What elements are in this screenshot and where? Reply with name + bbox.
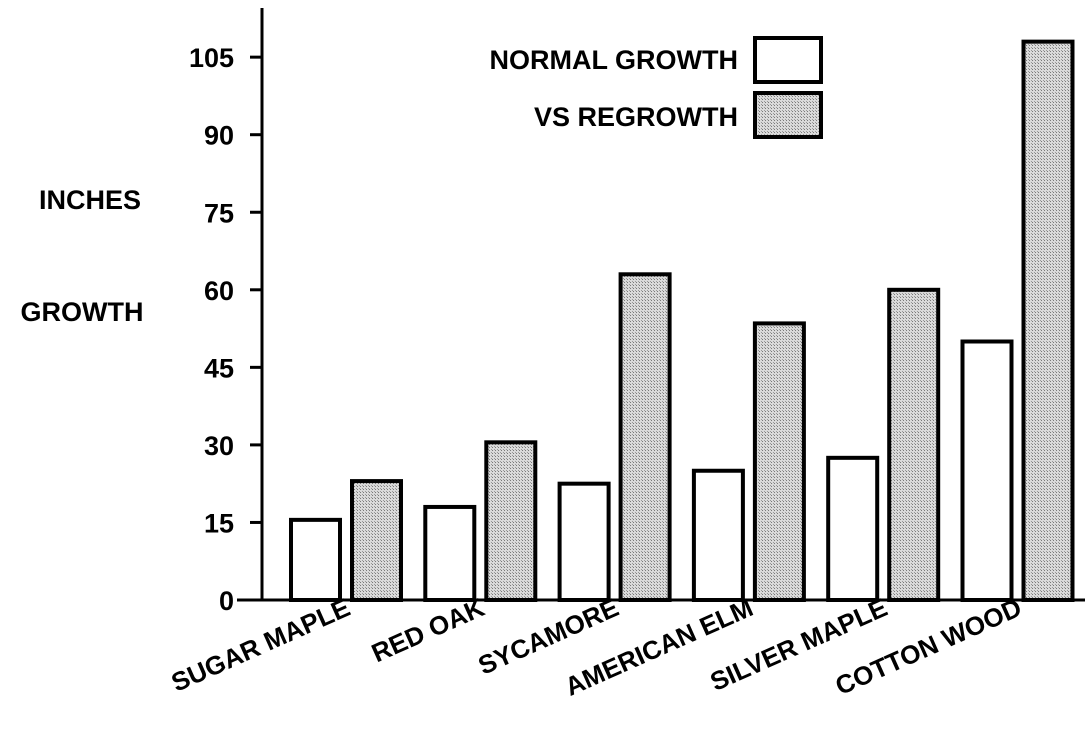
bar-sugar-maple-normal-growth [289, 517, 342, 602]
x-tick-label-sugar-maple: SUGAR MAPLE [167, 592, 355, 698]
y-axis-title-line-2: GROWTH [21, 297, 144, 327]
legend-swatch-vs-regrowth [753, 91, 823, 139]
y-tick-label: 0 [219, 586, 234, 616]
bar-sycamore-normal-growth [557, 481, 611, 602]
bar-red-oak-normal-growth [423, 504, 477, 602]
bars [289, 39, 1075, 603]
bar-sycamore-vs-regrowth [618, 272, 672, 602]
y-tick-label: 60 [204, 276, 234, 306]
y-tick-label: 30 [204, 431, 234, 461]
y-tick-label: 45 [204, 353, 234, 383]
y-ticks: 0 15 30 45 60 75 90 105 [189, 43, 262, 616]
y-axis-title-line-1: INCHES [39, 185, 141, 215]
legend-label-normal-growth: NORMAL GROWTH [490, 45, 738, 75]
bar-silver-maple-normal-growth [826, 455, 880, 603]
legend: NORMAL GROWTH VS REGROWTH [490, 36, 823, 139]
bar-silver-maple-vs-regrowth [887, 287, 941, 602]
bar-sugar-maple-vs-regrowth [350, 479, 403, 602]
bar-american-elm-vs-regrowth [752, 321, 806, 602]
legend-swatch-normal-growth [753, 36, 823, 84]
bar-red-oak-vs-regrowth [484, 440, 538, 602]
bar-cotton-wood-normal-growth [960, 339, 1014, 602]
y-tick-label: 105 [189, 43, 234, 73]
bar-cotton-wood-vs-regrowth [1021, 39, 1075, 602]
x-tick-label-red-oak: RED OAK [367, 592, 489, 668]
y-tick-label: 90 [204, 121, 234, 151]
bar-american-elm-normal-growth [691, 468, 745, 602]
y-tick-label: 75 [204, 198, 234, 228]
y-tick-label: 15 [204, 508, 234, 538]
legend-label-vs-regrowth: VS REGROWTH [534, 102, 738, 132]
